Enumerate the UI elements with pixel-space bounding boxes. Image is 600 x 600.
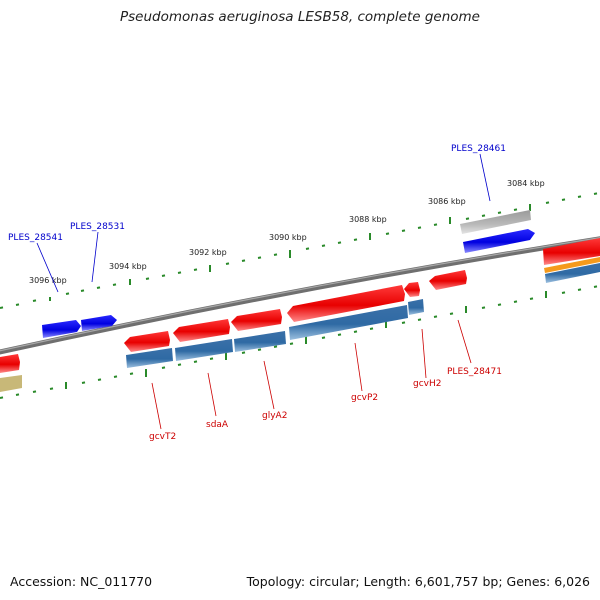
right-edge-features (543, 238, 600, 283)
kbp-label: 3088 kbp (349, 215, 387, 224)
forward-gene-PLES_28541[interactable] (42, 320, 81, 338)
reverse-gene-sdaA[interactable] (173, 319, 230, 342)
gene-label-gcvP2[interactable]: gcvP2 (351, 393, 378, 403)
gene-label-PLES_28461[interactable]: PLES_28461 (451, 144, 506, 154)
cds-gcvP2 (289, 305, 408, 340)
reverse-scale (0, 285, 598, 399)
kbp-label: 3092 kbp (189, 248, 227, 257)
cds-sdaA (175, 339, 233, 361)
gene-label-PLES_28471[interactable]: PLES_28471 (447, 367, 502, 377)
forward-gene-PLES_28461[interactable] (463, 229, 535, 253)
genome-backbone (0, 236, 600, 355)
reverse-gene-gcvP2[interactable] (287, 285, 405, 322)
gene-label-gcvH2[interactable]: gcvH2 (413, 379, 441, 389)
forward-gene-PLES_28531[interactable] (81, 315, 117, 331)
kbp-label: 3096 kbp (29, 276, 67, 285)
gene-label-glyA2[interactable]: glyA2 (262, 411, 287, 421)
cds-glyA2 (234, 331, 286, 352)
reverse-gene-PLES_28471[interactable] (429, 270, 467, 290)
reverse-gene-gcvT2[interactable] (124, 331, 170, 352)
forward-scale (0, 192, 598, 309)
kbp-label: 3086 kbp (428, 197, 466, 206)
label-leaders (36, 153, 491, 430)
left-edge-features (0, 354, 22, 392)
map-title: Pseudomonas aeruginosa LESB58, complete … (120, 9, 480, 25)
genome-summary-text: Topology: circular; Length: 6,601,757 bp… (246, 574, 590, 589)
reverse-gene-gcvH2[interactable] (404, 282, 420, 297)
gene-label-sdaA[interactable]: sdaA (206, 420, 229, 430)
cds-gcvT2 (126, 348, 173, 368)
kbp-label: 3084 kbp (507, 179, 545, 188)
accession-text: Accession: NC_011770 (10, 574, 153, 589)
gene-label-PLES_28541[interactable]: PLES_28541 (8, 233, 63, 243)
gene-label-PLES_28531[interactable]: PLES_28531 (70, 222, 125, 232)
gene-label-gcvT2[interactable]: gcvT2 (149, 432, 176, 442)
reverse-gene-glyA2[interactable] (231, 309, 282, 331)
kbp-label: 3090 kbp (269, 233, 307, 242)
forward-gene-PLES_28461-rna[interactable] (460, 210, 531, 234)
kbp-label: 3094 kbp (109, 262, 147, 271)
cds-gcvH2 (408, 299, 424, 315)
